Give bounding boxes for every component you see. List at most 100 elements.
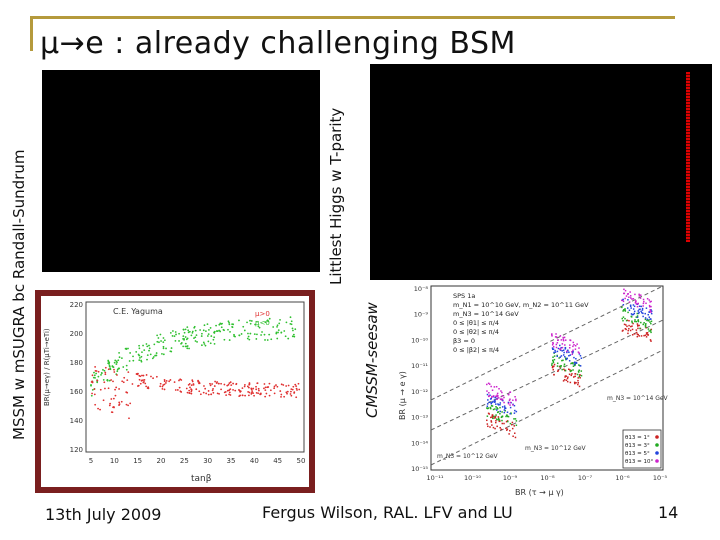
left-plot-point-red	[290, 390, 292, 393]
right-plot-point	[495, 409, 498, 411]
right-plot-point	[648, 319, 650, 321]
left-plot-point-green	[218, 323, 221, 326]
right-plot-point	[623, 292, 625, 295]
left-plot-point-green	[170, 347, 173, 349]
left-plot-xtick: 50	[297, 457, 306, 465]
right-plot-point	[638, 311, 640, 314]
left-plot-point-red	[218, 392, 220, 395]
right-plot-point	[647, 313, 649, 316]
left-plot-point-green	[103, 369, 106, 372]
footer-author: Fergus Wilson, RAL. LFV and LU	[262, 503, 513, 522]
left-plot-ytick: 160	[70, 388, 83, 396]
left-plot-ytick: 140	[70, 417, 83, 425]
left-plot-credit: C.E. Yaguma	[113, 307, 163, 316]
right-plot-point	[495, 395, 497, 398]
right-plot-point	[486, 393, 489, 396]
right-plot-point	[567, 349, 569, 352]
left-plot-point-green	[109, 368, 112, 371]
left-plot-point-green	[289, 322, 292, 325]
left-plot-point-red	[246, 385, 249, 388]
right-plot-point	[625, 295, 628, 297]
right-plot-point	[505, 420, 508, 423]
right-plot-point	[564, 355, 566, 358]
left-plot-point-green	[128, 360, 131, 362]
left-plot-point-red	[232, 382, 235, 385]
left-plot-ytick: 120	[70, 446, 83, 454]
right-plot-point	[643, 334, 645, 337]
left-plot-point-red	[179, 390, 182, 393]
left-plot-ylabel: BR(μ→eγ) / R(μTi→eTi)	[43, 328, 51, 406]
right-plot-point	[507, 393, 510, 396]
right-plot-ytick: 10⁻¹⁴	[411, 439, 428, 447]
right-plot-point	[504, 407, 506, 410]
left-plot-point-red	[256, 382, 259, 385]
left-plot-point-red	[111, 411, 114, 414]
left-plot-point-green	[279, 318, 281, 321]
right-plot-point	[497, 404, 500, 406]
right-plot-point	[556, 355, 558, 358]
right-plot-point	[574, 345, 577, 347]
right-plot-point	[554, 336, 557, 338]
right-plot-point	[638, 305, 641, 308]
left-plot-legend-1: μ<0	[255, 319, 270, 327]
left-plot-point-red	[125, 403, 128, 406]
right-plot-point	[506, 414, 508, 416]
right-plot-point	[488, 401, 491, 403]
left-plot-point-green	[194, 336, 197, 339]
left-plot-point-red	[128, 417, 130, 420]
right-plot-point	[636, 315, 639, 317]
right-plot-point	[509, 422, 512, 425]
right-plot-point	[501, 415, 504, 418]
right-plot-point	[509, 406, 512, 409]
left-plot-point-red	[238, 389, 241, 392]
image-randall-sundrum	[42, 70, 320, 272]
right-plot-point	[637, 310, 639, 312]
right-plot-point	[551, 344, 554, 346]
right-plot-point	[628, 324, 630, 327]
right-plot-point	[560, 365, 562, 367]
right-plot-point	[637, 312, 640, 315]
right-plot-point	[631, 320, 633, 322]
left-plot-point-green	[151, 357, 154, 360]
right-plot-point	[493, 386, 496, 388]
left-plot-point-red	[282, 384, 285, 386]
right-plot-point	[624, 297, 626, 300]
left-plot-point-green	[156, 334, 159, 337]
right-plot-text-line: SPS 1a	[453, 292, 475, 300]
right-plot-point	[490, 397, 492, 400]
left-plot-point-green	[228, 339, 231, 341]
left-plot-point-red	[280, 393, 283, 396]
left-plot-point-red	[107, 368, 110, 371]
right-plot-point	[631, 325, 633, 327]
left-plot-point-green	[227, 328, 229, 331]
right-plot-point	[628, 327, 630, 330]
left-plot-point-green	[193, 326, 196, 329]
right-plot-point	[559, 365, 561, 367]
right-plot-point	[567, 368, 570, 370]
right-plot-point	[499, 410, 501, 413]
right-plot-point	[635, 331, 638, 334]
right-plot-point	[627, 332, 629, 335]
left-plot-point-red	[230, 384, 233, 386]
right-plot-point	[511, 421, 514, 424]
left-plot-point-green	[108, 365, 111, 368]
right-plot-point	[638, 335, 641, 337]
right-plot-point	[501, 391, 503, 394]
right-plot-point	[509, 412, 511, 415]
left-plot-point-red	[202, 391, 205, 394]
left-plot-point-red	[93, 393, 96, 396]
right-plot-point	[636, 323, 639, 325]
right-plot-point	[503, 396, 505, 399]
left-plot-point-red	[173, 381, 176, 384]
left-plot-point-green	[207, 333, 210, 336]
right-plot-point	[636, 335, 639, 338]
right-plot-point	[502, 399, 504, 402]
right-plot-point	[499, 403, 501, 406]
left-plot-point-green	[153, 343, 156, 346]
left-plot-point-green	[148, 344, 150, 347]
right-plot-point	[509, 429, 511, 432]
right-plot-point	[508, 399, 511, 402]
right-plot-point	[565, 379, 568, 381]
left-plot-point-green	[163, 339, 166, 342]
left-plot-point-red	[280, 383, 283, 386]
